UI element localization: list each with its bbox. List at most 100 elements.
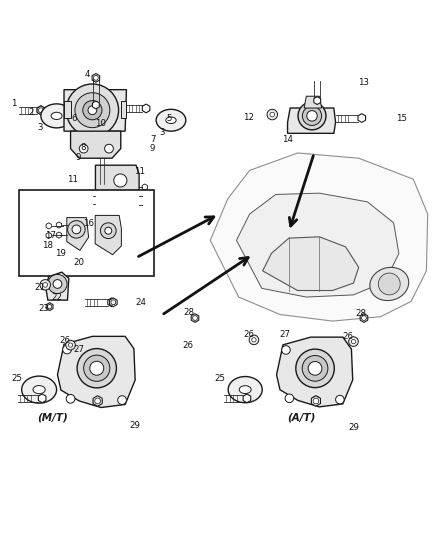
Text: 3: 3 (159, 127, 165, 136)
Text: 21: 21 (35, 283, 46, 292)
Polygon shape (93, 395, 102, 406)
Polygon shape (276, 337, 353, 407)
Circle shape (313, 398, 319, 404)
Polygon shape (92, 74, 100, 82)
Polygon shape (46, 223, 51, 229)
Ellipse shape (51, 112, 62, 119)
Polygon shape (304, 96, 321, 108)
Text: 5: 5 (166, 114, 172, 123)
Polygon shape (108, 298, 115, 306)
Circle shape (93, 76, 98, 80)
Text: 11: 11 (67, 175, 78, 184)
Text: 13: 13 (358, 78, 370, 87)
Polygon shape (142, 193, 148, 199)
Ellipse shape (239, 386, 251, 393)
Text: 10: 10 (95, 119, 106, 128)
Circle shape (336, 395, 344, 404)
Text: (A/T): (A/T) (287, 412, 315, 422)
Circle shape (40, 280, 50, 290)
Text: 20: 20 (74, 257, 85, 266)
Polygon shape (110, 298, 117, 306)
Text: 8: 8 (80, 143, 85, 152)
Circle shape (307, 111, 317, 121)
Circle shape (72, 225, 81, 234)
Polygon shape (358, 114, 366, 123)
Polygon shape (360, 313, 368, 322)
Text: 16: 16 (82, 219, 94, 228)
PathPatch shape (237, 193, 399, 297)
Polygon shape (39, 394, 46, 403)
Circle shape (100, 223, 116, 239)
Text: (M/T): (M/T) (37, 412, 67, 422)
Polygon shape (57, 232, 62, 238)
Bar (19, 190, 153, 276)
Text: 1: 1 (11, 99, 17, 108)
Circle shape (48, 274, 67, 294)
Polygon shape (64, 101, 71, 118)
Circle shape (83, 101, 102, 120)
Circle shape (53, 280, 62, 288)
Circle shape (267, 109, 278, 120)
Circle shape (93, 397, 102, 405)
Polygon shape (71, 131, 121, 158)
Text: 2: 2 (28, 108, 34, 117)
Polygon shape (87, 193, 92, 199)
Text: 27: 27 (279, 330, 290, 338)
Circle shape (114, 174, 127, 187)
Polygon shape (121, 101, 127, 118)
Circle shape (285, 394, 293, 402)
Polygon shape (46, 272, 69, 300)
Circle shape (105, 144, 113, 153)
Text: 11: 11 (134, 167, 145, 176)
Text: 25: 25 (12, 374, 23, 383)
Polygon shape (288, 108, 336, 133)
Polygon shape (243, 394, 251, 403)
Text: 3: 3 (37, 123, 43, 132)
Text: 25: 25 (214, 374, 226, 383)
Text: 9: 9 (150, 144, 155, 153)
Text: 19: 19 (55, 249, 66, 258)
Circle shape (77, 349, 117, 388)
Ellipse shape (156, 109, 186, 131)
Circle shape (270, 112, 275, 117)
Text: 22: 22 (51, 293, 62, 302)
Ellipse shape (228, 376, 262, 403)
Text: 29: 29 (130, 422, 141, 430)
Circle shape (302, 106, 321, 125)
Circle shape (351, 340, 356, 344)
Circle shape (68, 343, 73, 348)
Circle shape (118, 395, 127, 405)
Ellipse shape (21, 376, 57, 403)
Ellipse shape (33, 385, 45, 394)
Text: 14: 14 (283, 134, 293, 143)
Text: 15: 15 (396, 114, 407, 123)
Polygon shape (46, 303, 53, 311)
Text: 9: 9 (76, 153, 81, 162)
Circle shape (79, 144, 88, 153)
Circle shape (105, 227, 112, 234)
Polygon shape (142, 201, 148, 207)
Circle shape (378, 273, 400, 295)
Text: 26: 26 (182, 342, 193, 351)
Polygon shape (37, 106, 45, 115)
Text: 23: 23 (39, 304, 50, 313)
Polygon shape (87, 200, 92, 207)
Text: 24: 24 (136, 298, 147, 307)
Circle shape (66, 84, 119, 136)
Polygon shape (191, 313, 199, 322)
Circle shape (296, 349, 334, 387)
Circle shape (349, 337, 358, 346)
Text: 26: 26 (60, 336, 71, 345)
Polygon shape (314, 96, 321, 104)
PathPatch shape (210, 153, 427, 321)
Text: 7: 7 (150, 134, 155, 143)
Text: 17: 17 (46, 231, 57, 239)
Circle shape (88, 106, 97, 115)
Polygon shape (95, 165, 139, 217)
Polygon shape (142, 184, 148, 190)
Text: 6: 6 (71, 114, 77, 123)
Text: 27: 27 (73, 345, 84, 354)
Circle shape (308, 361, 322, 375)
Polygon shape (57, 336, 135, 408)
Circle shape (302, 356, 328, 381)
